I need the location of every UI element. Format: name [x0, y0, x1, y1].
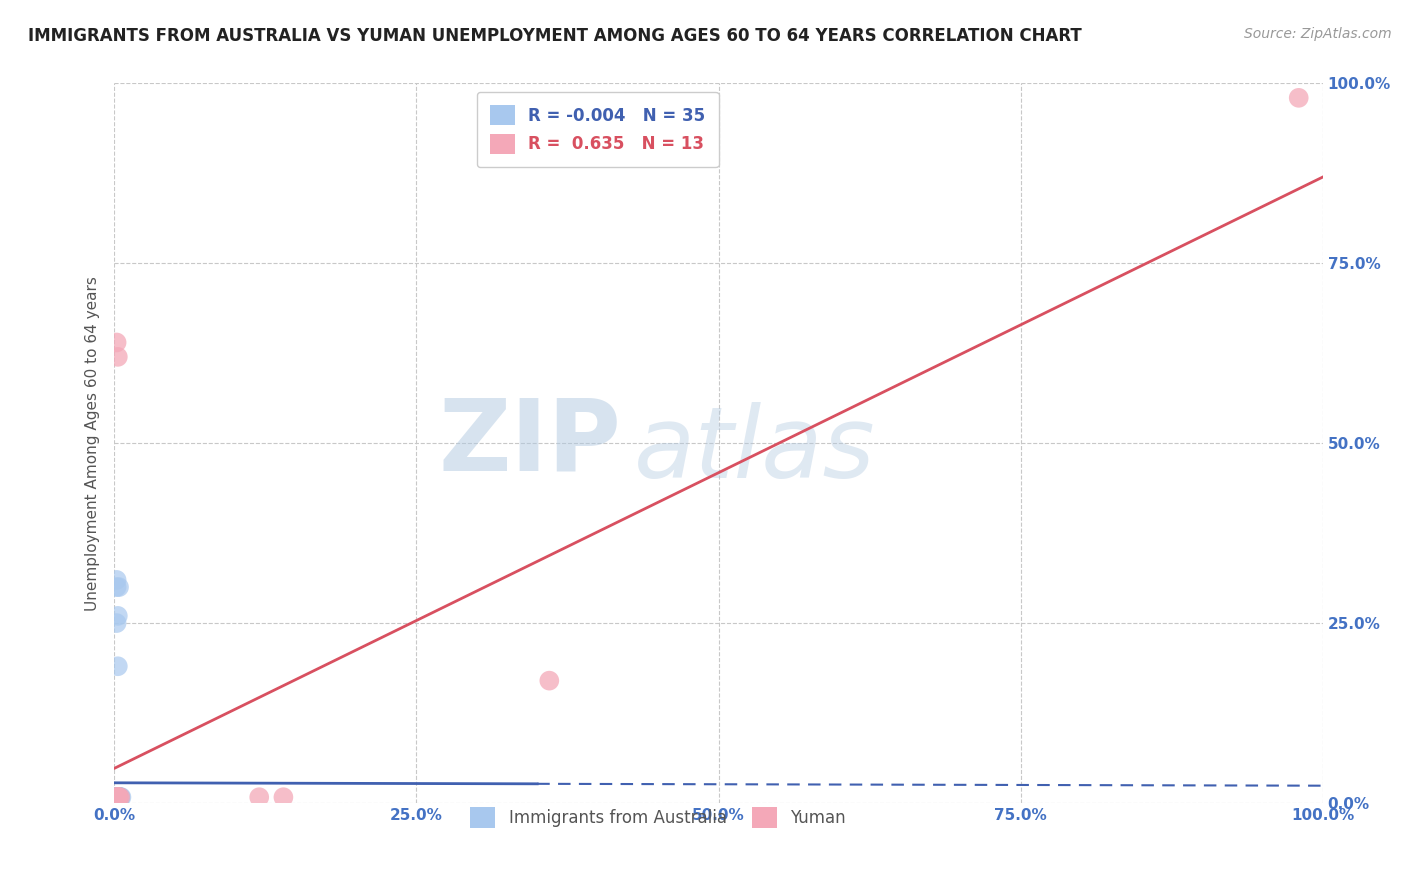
Point [1288, 91, 1310, 105]
Point [107, 790, 129, 805]
Point [105, 790, 128, 805]
Point [105, 790, 128, 805]
Point [107, 790, 129, 805]
Point [105, 790, 128, 805]
Point [105, 790, 128, 805]
Point [105, 335, 128, 350]
Point [105, 573, 128, 587]
Point [108, 790, 131, 805]
Point [105, 790, 128, 805]
Point [107, 790, 129, 805]
Point [273, 790, 295, 805]
Point [110, 790, 132, 805]
Point [107, 790, 129, 805]
Point [105, 580, 128, 594]
Point [105, 790, 128, 805]
Point [110, 790, 132, 805]
Point [110, 790, 132, 805]
Point [107, 790, 129, 805]
Point [105, 790, 128, 805]
Point [105, 790, 128, 805]
Point [108, 790, 131, 805]
Point [105, 790, 128, 805]
Text: ZIP: ZIP [439, 394, 621, 491]
Point [110, 790, 132, 805]
Point [105, 790, 128, 805]
Point [105, 790, 128, 805]
Point [107, 608, 129, 623]
Point [105, 616, 128, 631]
Point [107, 350, 129, 364]
Point [107, 790, 129, 805]
Point [107, 790, 129, 805]
Point [107, 790, 129, 805]
Point [107, 790, 129, 805]
Point [108, 580, 131, 594]
Text: atlas: atlas [634, 402, 876, 499]
Text: IMMIGRANTS FROM AUSTRALIA VS YUMAN UNEMPLOYMENT AMONG AGES 60 TO 64 YEARS CORREL: IMMIGRANTS FROM AUSTRALIA VS YUMAN UNEMP… [28, 27, 1081, 45]
Point [107, 790, 129, 805]
Point [538, 673, 561, 688]
Y-axis label: Unemployment Among Ages 60 to 64 years: Unemployment Among Ages 60 to 64 years [86, 276, 100, 611]
Point [108, 790, 131, 805]
Point [108, 790, 131, 805]
Point [108, 790, 131, 805]
Point [108, 790, 131, 805]
Point [247, 790, 270, 805]
Text: Source: ZipAtlas.com: Source: ZipAtlas.com [1244, 27, 1392, 41]
Legend: Immigrants from Australia, Yuman: Immigrants from Australia, Yuman [464, 800, 852, 834]
Point [110, 790, 132, 805]
Point [105, 790, 128, 805]
Point [107, 790, 129, 805]
Point [108, 790, 131, 805]
Point [107, 790, 129, 805]
Point [107, 659, 129, 673]
